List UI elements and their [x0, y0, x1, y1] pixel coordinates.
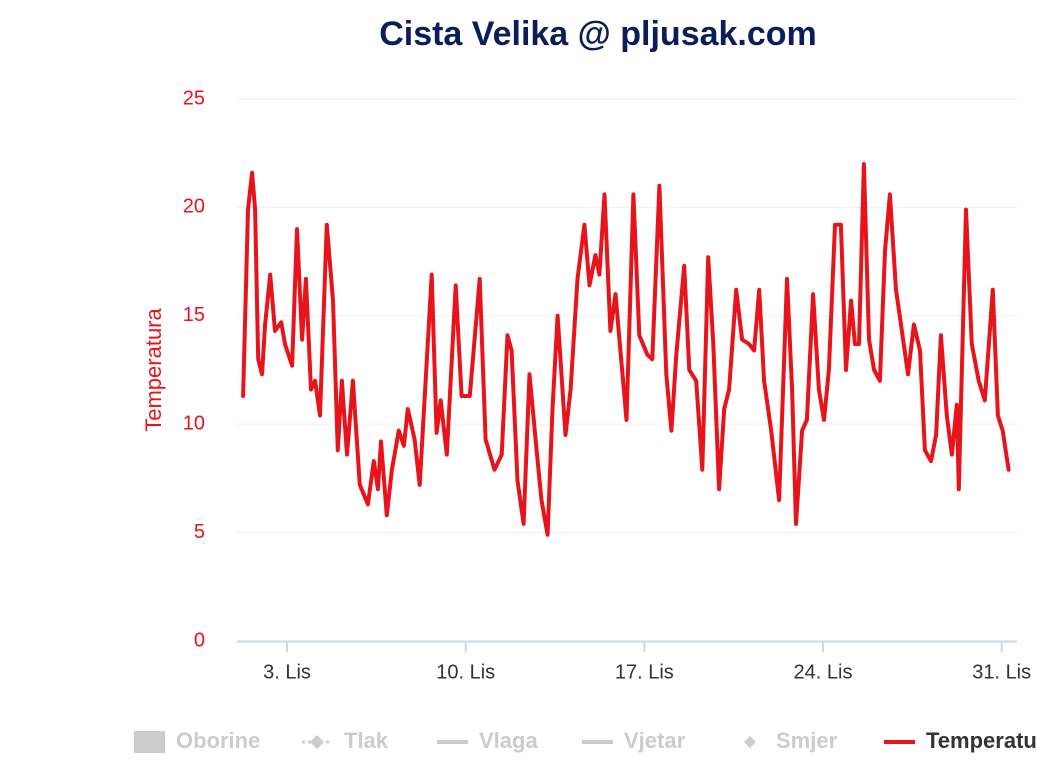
x-tick-label: 31. Lis: [972, 661, 1031, 683]
x-tick-label: 24. Lis: [794, 661, 853, 683]
legend-symbol: [310, 735, 324, 749]
chart-title: Cista Velika @ pljusak.com: [379, 15, 817, 53]
y-tick-label: 0: [194, 629, 205, 651]
temperature-line: [241, 162, 1011, 537]
x-tick-label: 10. Lis: [436, 661, 495, 683]
y-tick-label: 25: [183, 87, 205, 109]
legend-symbol: [134, 731, 165, 753]
x-tick-label: 17. Lis: [615, 661, 674, 683]
legend-label[interactable]: Vjetar: [624, 728, 686, 753]
legend-symbol: [744, 736, 756, 748]
legend-label[interactable]: Vlaga: [479, 728, 538, 753]
y-tick-label: 5: [194, 521, 205, 543]
legend-label[interactable]: Tlak: [344, 728, 389, 753]
y-tick-label: 20: [183, 196, 205, 218]
y-tick-label: 15: [183, 304, 205, 326]
x-tick-label: 3. Lis: [263, 661, 311, 683]
y-tick-label: 10: [183, 412, 205, 434]
legend-label[interactable]: Smjer: [776, 728, 838, 753]
y-axis-title: Temperatura: [141, 307, 166, 431]
legend-label[interactable]: Temperatura: [926, 728, 1037, 753]
legend-label[interactable]: Oborine: [176, 728, 260, 753]
